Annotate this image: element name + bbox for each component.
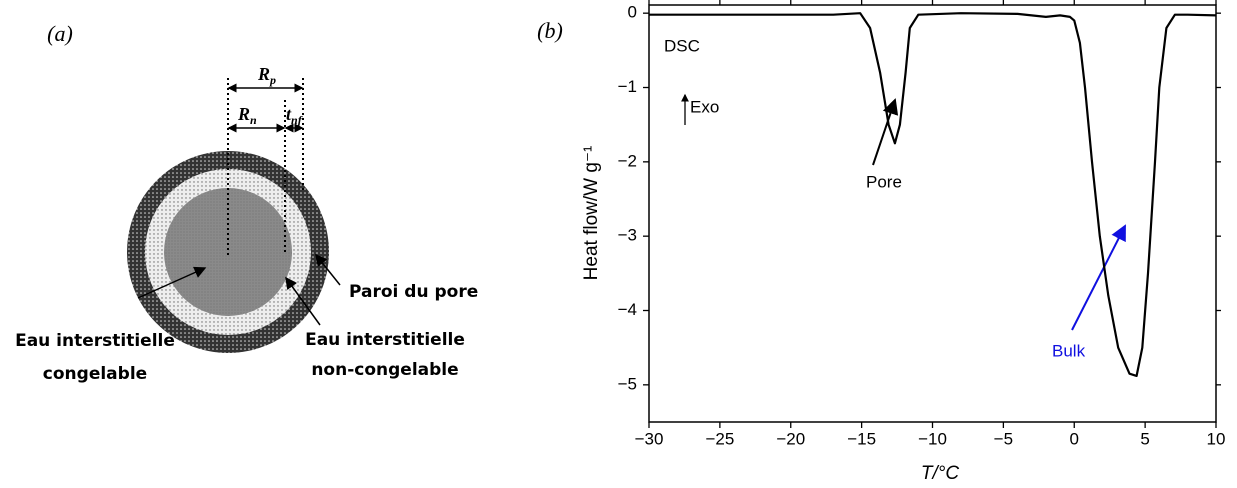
thickness-label: tnf [286, 104, 303, 127]
pore-diagram: Rp Rn tnf Paroi du pore Eau interstitiel… [15, 64, 478, 384]
dsc-curve [649, 12, 1217, 377]
panel-label: (b) [537, 18, 563, 43]
annotation: Pore [866, 172, 902, 191]
plot-frame [648, 4, 1217, 423]
pore-wall-label: Paroi du pore [349, 282, 478, 302]
x-tick-label: −20 [776, 429, 805, 448]
annotation: DSC [664, 36, 700, 55]
non-freezable-label: Eau interstitielle [305, 330, 465, 350]
y-tick-label: −4 [618, 300, 637, 319]
radius-label: Rp [257, 64, 276, 87]
y-tick-label: −5 [618, 374, 637, 393]
annotation: Bulk [1052, 341, 1086, 360]
symbol: t [286, 104, 292, 124]
x-tick-label: −5 [994, 429, 1013, 448]
dsc-chart: T/°C Heat flow/W g⁻¹ DSC Exo Pore Bulk −… [581, 0, 1225, 484]
y-tick-label: −2 [618, 151, 637, 170]
x-tick-label: −30 [635, 429, 664, 448]
y-tick-label: −1 [618, 77, 637, 96]
annotation-arrow [872, 98, 899, 166]
x-axis-label: T/°C [921, 463, 959, 484]
y-tick-label: −3 [618, 226, 637, 245]
symbol: R [257, 64, 270, 84]
y-tick-label: 0 [628, 3, 637, 22]
subscript: n [250, 113, 257, 127]
radius-label: Rn [237, 104, 257, 127]
freezable-core [164, 188, 292, 316]
x-tick-label: 10 [1207, 429, 1226, 448]
radius-arrows [137, 83, 341, 326]
x-tick-label: −10 [918, 429, 947, 448]
x-tick-label: 0 [1070, 429, 1079, 448]
freezable-label: Eau interstitielle [15, 331, 175, 351]
panel-label: (a) [47, 21, 73, 46]
x-tick-label: 5 [1140, 429, 1149, 448]
symbol: R [237, 104, 250, 124]
subscript: p [269, 73, 276, 87]
subscript: nf [291, 113, 303, 127]
freezable-label: congelable [43, 364, 147, 384]
annotation: Exo [690, 97, 719, 116]
non-freezable-label: non-congelable [311, 360, 458, 380]
y-axis-label: Heat flow/W g⁻¹ [581, 146, 602, 281]
x-tick-label: −15 [847, 429, 876, 448]
annotation-arrow [1071, 224, 1126, 331]
x-tick-label: −25 [705, 429, 734, 448]
